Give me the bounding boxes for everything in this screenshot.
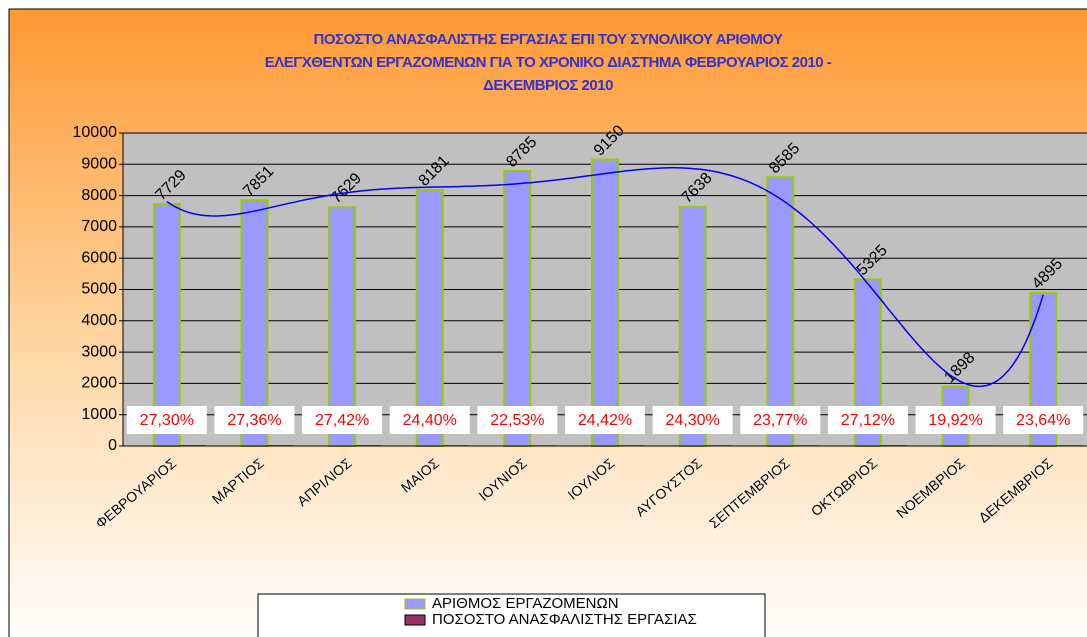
y-tick-label: 1000 bbox=[81, 406, 117, 423]
legend-label: ΠΟΣΟΣΤΟ ΑΝΑΣΦΑΛΙΣΤΗΣ ΕΡΓΑΣΙΑΣ bbox=[432, 611, 697, 628]
y-tick-label: 5000 bbox=[81, 281, 117, 298]
data-label: 27,42% bbox=[315, 412, 369, 429]
data-label-box bbox=[565, 406, 645, 434]
data-label-box bbox=[389, 406, 470, 434]
y-tick-label: 2000 bbox=[81, 375, 117, 392]
data-label: 27,30% bbox=[140, 412, 194, 429]
legend bbox=[257, 593, 766, 637]
data-label: 24,30% bbox=[666, 412, 720, 429]
legend-swatch bbox=[404, 614, 426, 626]
data-label-box bbox=[1003, 406, 1084, 434]
data-label-box bbox=[740, 406, 821, 434]
data-label: 27,36% bbox=[227, 412, 281, 429]
chart-title: ΔΕΚΕΜΒΡΙΟΣ 2010 bbox=[483, 77, 613, 94]
trendline bbox=[166, 167, 1044, 388]
data-label-box bbox=[477, 406, 558, 434]
data-label: 22,53% bbox=[490, 412, 544, 429]
data-label-box bbox=[915, 406, 996, 434]
data-label-box bbox=[827, 406, 908, 434]
data-label-box bbox=[126, 406, 207, 434]
y-tick-label: 0 bbox=[108, 437, 117, 454]
y-tick-label: 10000 bbox=[73, 124, 118, 141]
bar bbox=[503, 170, 532, 447]
data-label: 27,12% bbox=[841, 412, 895, 429]
data-label: 24,40% bbox=[403, 412, 457, 429]
bar bbox=[591, 158, 619, 447]
y-tick-label: 3000 bbox=[81, 343, 117, 360]
chart-title: ΠΟΣΟΣΤΟ ΑΝΑΣΦΑΛΙΣΤΗΣ ΕΡΓΑΣΙΑΣ ΕΠΙ ΤΟΥ ΣΥ… bbox=[313, 31, 783, 48]
chart-title: ΕΛΕΓΧΘΕΝΤΩΝ ΕΡΓΑΖΟΜΕΝΩΝ ΓΙΑ ΤΟ ΧΡΟΝΙΚΟ Δ… bbox=[265, 54, 832, 71]
data-label: 24,42% bbox=[578, 412, 632, 429]
legend-swatch bbox=[404, 598, 426, 610]
data-label: 23,64% bbox=[1016, 412, 1070, 429]
data-label-box bbox=[302, 406, 383, 434]
data-label-box bbox=[652, 406, 733, 434]
y-tick-label: 8000 bbox=[81, 187, 117, 204]
bar bbox=[152, 203, 181, 447]
y-tick-label: 7000 bbox=[81, 218, 117, 235]
data-label-box bbox=[214, 406, 295, 434]
data-label: 19,92% bbox=[928, 412, 982, 429]
y-tick-label: 9000 bbox=[81, 156, 117, 173]
legend-label: ΑΡΙΘΜΟΣ ΕΡΓΑΖΟΜΕΝΩΝ bbox=[432, 595, 619, 612]
y-tick-label: 4000 bbox=[81, 312, 117, 329]
bar bbox=[766, 176, 795, 448]
bar bbox=[415, 188, 444, 447]
y-tick-label: 6000 bbox=[81, 249, 117, 266]
data-label: 23,77% bbox=[753, 412, 807, 429]
